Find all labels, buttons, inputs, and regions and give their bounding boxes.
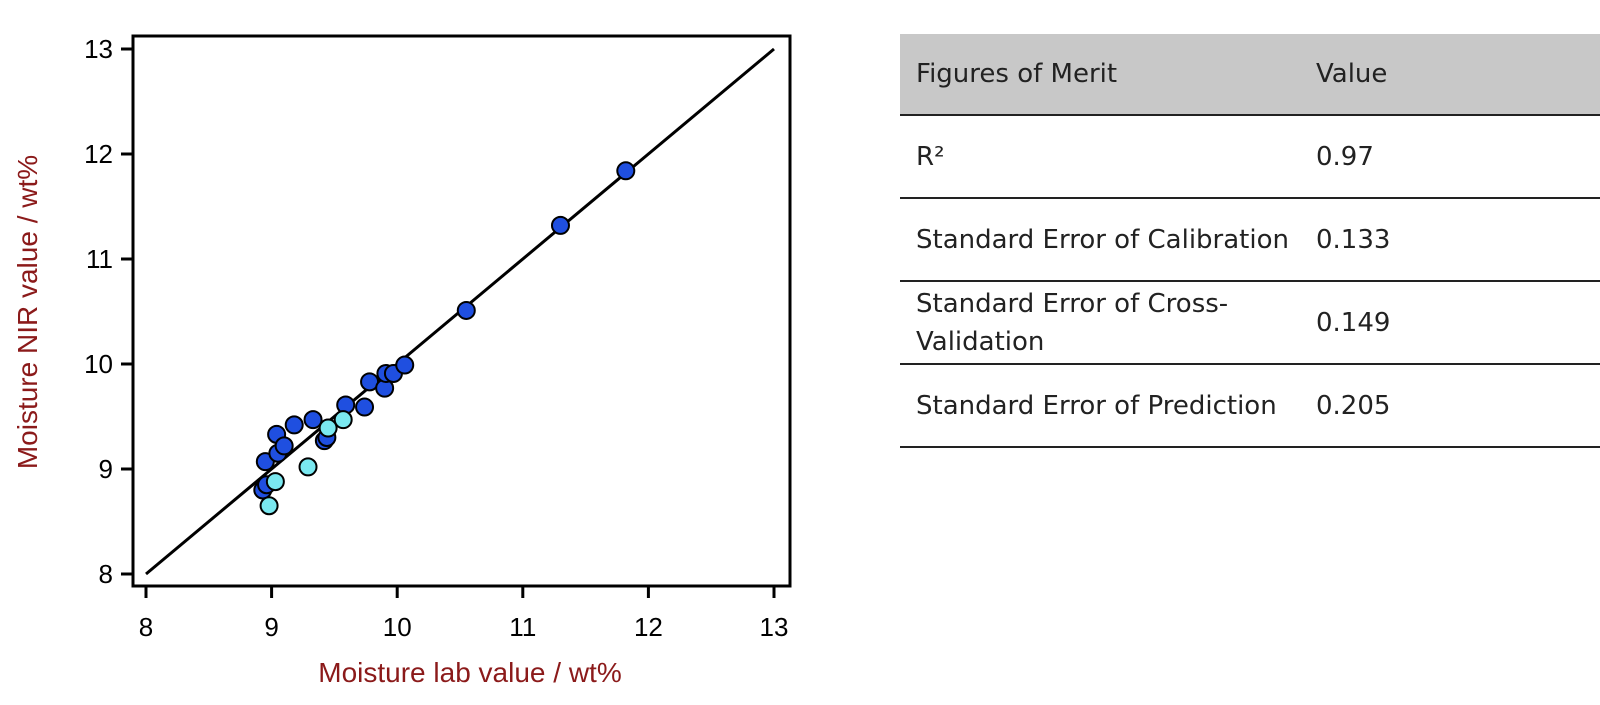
table-header-row: Figures of Merit Value: [900, 34, 1600, 116]
y-axis-title: Moisture NIR value / wt%: [12, 155, 43, 469]
x-tick-label: 9: [264, 612, 278, 642]
row-value: 0.149: [1300, 281, 1600, 365]
y-tick-label: 8: [99, 559, 113, 589]
scatter-plot: 8 9 10 11 12 13 8 9 10 11 12 13 Moisture lab value…: [12, 34, 792, 688]
data-point-series-2: [318, 418, 338, 438]
row-label: Standard Error of Calibration: [900, 198, 1300, 282]
data-point-series-1: [303, 410, 323, 430]
data-point-series-2: [265, 472, 285, 492]
data-point-series-1: [274, 436, 294, 456]
data-point-series-1: [550, 215, 570, 235]
data-point-series-1: [456, 300, 476, 320]
y-axis-ticks: 8 9 10 11 12 13: [84, 34, 133, 589]
header-value: Value: [1300, 34, 1600, 116]
x-tick-label: 13: [760, 612, 789, 642]
data-point-series-1: [355, 397, 375, 417]
table-row: Standard Error of Calibration 0.133: [900, 198, 1600, 282]
x-tick-label: 10: [383, 612, 412, 642]
data-point-series-1: [616, 161, 636, 181]
figures-of-merit-table: Figures of Merit Value R² 0.97 Standard …: [900, 34, 1600, 448]
data-points: [253, 161, 636, 516]
y-tick-label: 12: [84, 139, 113, 169]
y-tick-label: 11: [86, 244, 113, 274]
row-value: 0.205: [1300, 364, 1600, 448]
row-label: Standard Error of Prediction: [900, 364, 1300, 448]
row-value: 0.97: [1300, 115, 1600, 199]
data-point-series-2: [333, 410, 353, 430]
x-tick-label: 12: [634, 612, 663, 642]
x-axis-title: Moisture lab value / wt%: [318, 657, 621, 688]
x-tick-label: 11: [509, 612, 536, 642]
data-point-series-2: [298, 457, 318, 477]
plot-frame: [131, 34, 792, 588]
table-row: Standard Error of Cross-Validation 0.149: [900, 281, 1600, 365]
row-label: Standard Error of Cross-Validation: [900, 281, 1300, 365]
table-row: R² 0.97: [900, 115, 1600, 199]
y-tick-label: 13: [84, 34, 113, 64]
data-point-series-2: [259, 496, 279, 516]
data-point-series-1: [395, 355, 415, 375]
header-figures-of-merit: Figures of Merit: [900, 34, 1300, 116]
y-tick-label: 10: [84, 349, 113, 379]
y-tick-label: 9: [99, 454, 113, 484]
data-point-series-1: [284, 415, 304, 435]
row-value: 0.133: [1300, 198, 1600, 282]
x-tick-label: 8: [139, 612, 153, 642]
row-label: R²: [900, 115, 1300, 199]
table-row: Standard Error of Prediction 0.205: [900, 364, 1600, 448]
x-axis-ticks: 8 9 10 11 12 13: [139, 586, 789, 642]
